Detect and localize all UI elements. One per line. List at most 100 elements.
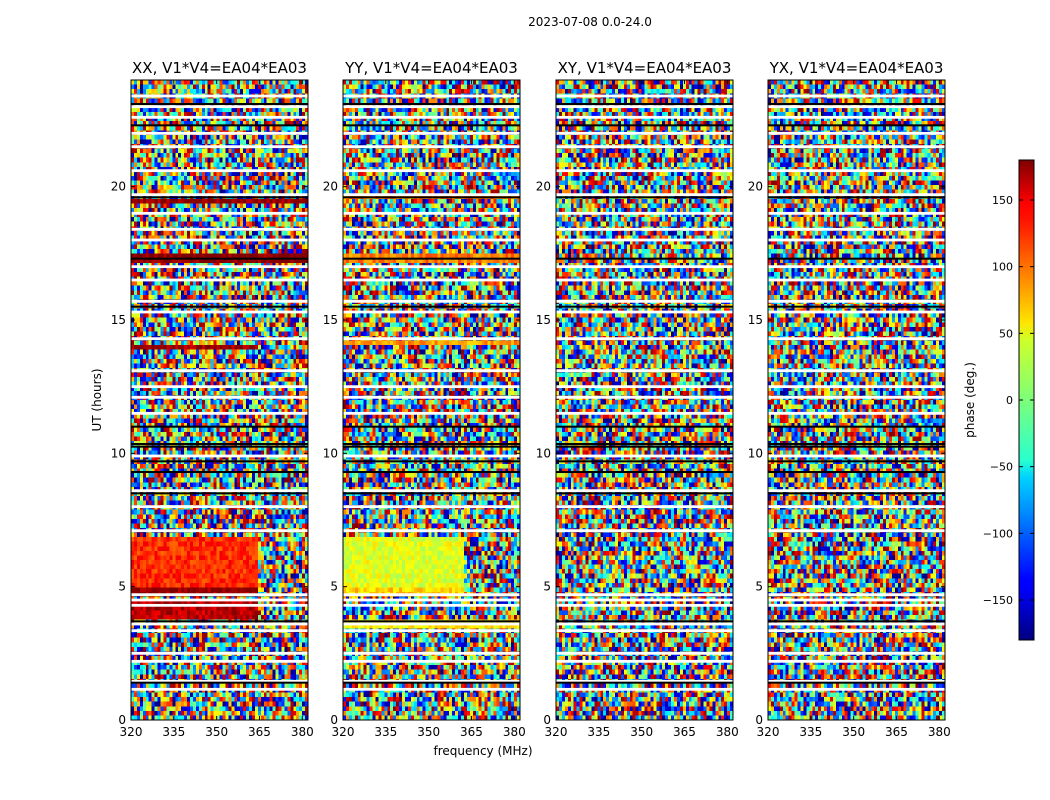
flagged-row <box>131 337 308 341</box>
flagged-row <box>768 94 945 98</box>
y-tick-label: 10 <box>536 446 551 460</box>
flagged-row <box>556 659 733 663</box>
flagged-row <box>131 454 308 458</box>
flagged-row <box>768 169 945 173</box>
flagged-row <box>131 193 308 197</box>
y-tick-label: 20 <box>536 180 551 194</box>
dark-row <box>343 124 520 127</box>
flagged-row <box>131 603 308 607</box>
flagged-row <box>343 369 520 373</box>
flagged-row <box>131 169 308 173</box>
dark-row <box>131 124 308 127</box>
panel-heatmap-image <box>343 80 520 720</box>
flagged-row <box>556 603 733 607</box>
flagged-row <box>343 593 520 597</box>
flagged-row <box>343 169 520 173</box>
flagged-row <box>768 529 945 533</box>
dark-row <box>768 124 945 127</box>
x-tick-label: 320 <box>757 725 780 739</box>
flagged-row <box>343 629 520 633</box>
dark-row <box>556 471 733 473</box>
dark-row <box>768 103 945 105</box>
dark-row <box>768 445 945 448</box>
flagged-row <box>556 369 733 373</box>
x-tick-label: 320 <box>332 725 355 739</box>
flagged-row <box>768 227 945 231</box>
dark-row <box>131 103 308 105</box>
dark-row <box>556 124 733 127</box>
y-tick-label: 20 <box>323 180 338 194</box>
flagged-row <box>343 395 520 399</box>
flagged-row <box>768 651 945 655</box>
flagged-row <box>768 629 945 633</box>
y-tick-label: 10 <box>111 446 126 460</box>
panel-title: XY, V1*V4=EA04*EA03 <box>558 59 732 77</box>
x-tick-label: 335 <box>374 725 397 739</box>
x-tick-label: 335 <box>587 725 610 739</box>
flagged-row <box>131 115 308 119</box>
flagged-row <box>768 598 945 602</box>
flagged-row <box>768 299 945 303</box>
flagged-row <box>131 94 308 98</box>
flagged-row <box>343 411 520 415</box>
flagged-row <box>768 265 945 269</box>
flagged-row <box>556 265 733 269</box>
panel-frame <box>342 79 521 721</box>
dark-row <box>343 305 520 308</box>
flagged-row <box>556 411 733 415</box>
dark-row <box>768 620 945 623</box>
flagged-row <box>131 227 308 231</box>
flagged-row <box>556 238 733 242</box>
dark-row <box>343 445 520 448</box>
flagged-row <box>556 489 733 493</box>
colorbar: 150 100 50 0 −50 −100 −150 phase (deg.) <box>963 159 1035 641</box>
flagged-row <box>556 598 733 602</box>
flagged-row <box>131 505 308 509</box>
flagged-row <box>343 278 520 282</box>
y-tick-label: 10 <box>323 446 338 460</box>
flagged-row <box>131 369 308 373</box>
flagged-row <box>556 629 733 633</box>
dark-row <box>556 460 733 463</box>
dark-row <box>343 620 520 623</box>
flagged-row <box>556 310 733 314</box>
dark-row <box>768 443 945 445</box>
x-tick-label: 365 <box>673 725 696 739</box>
flagged-row <box>131 310 308 314</box>
flagged-row <box>131 687 308 691</box>
dark-row <box>768 257 945 260</box>
colorbar-label: phase (deg.) <box>963 362 977 438</box>
flagged-row <box>556 145 733 149</box>
flagged-row <box>556 395 733 399</box>
y-tick-label: 5 <box>543 580 551 594</box>
dark-row <box>768 196 945 199</box>
y-tick-label: 15 <box>536 313 551 327</box>
flagged-row <box>131 238 308 242</box>
flagged-row <box>556 505 733 509</box>
flagged-row <box>343 94 520 98</box>
dark-row <box>768 425 945 428</box>
flagged-row <box>768 369 945 373</box>
dark-row <box>131 305 308 308</box>
dark-row <box>556 681 733 684</box>
figure-suptitle: 2023-07-08 0.0-24.0 <box>528 15 652 29</box>
flagged-row <box>768 337 945 341</box>
flagged-row <box>556 115 733 119</box>
flagged-row <box>131 529 308 533</box>
flagged-row <box>556 278 733 282</box>
dark-row <box>556 196 733 199</box>
flagged-row <box>131 145 308 149</box>
flagged-row <box>768 603 945 607</box>
dark-row <box>768 305 945 308</box>
flagged-row <box>343 687 520 691</box>
x-axis-label: frequency (MHz) <box>433 744 532 758</box>
flagged-row <box>768 310 945 314</box>
dark-row <box>768 471 945 473</box>
colorbar-tick-label: −50 <box>990 461 1013 474</box>
flagged-row <box>768 278 945 282</box>
flagged-row <box>768 115 945 119</box>
flagged-row <box>556 622 733 626</box>
y-tick-label: 0 <box>755 713 763 727</box>
dark-row <box>343 471 520 473</box>
x-tick-label: 320 <box>120 725 143 739</box>
